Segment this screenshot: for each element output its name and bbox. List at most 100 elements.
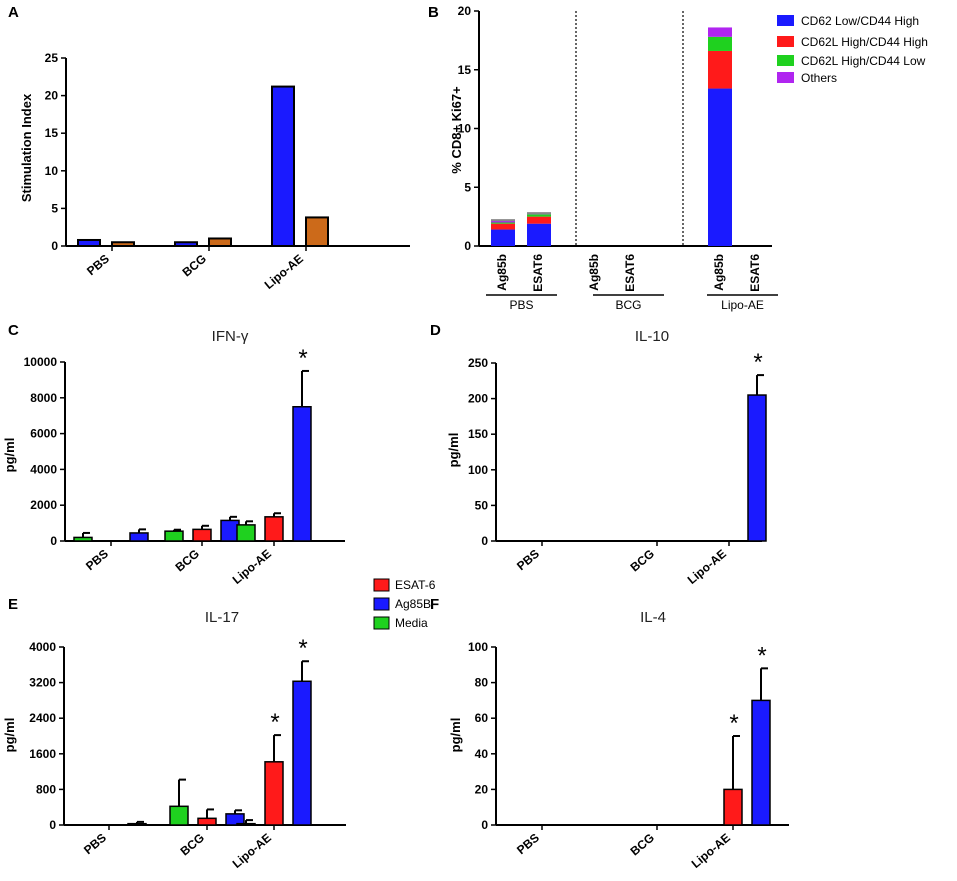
y-axis-label-c: pg/ml — [2, 438, 17, 473]
x-tick-label-b-5: ESAT6 — [748, 254, 762, 292]
x-tick-label-c-2: Lipo-AE — [230, 547, 274, 587]
y-tick-label-f-1: 20 — [475, 782, 489, 796]
legend-cyto-label-0: ESAT-6 — [395, 578, 436, 592]
y-tick-label-d-2: 100 — [468, 463, 488, 477]
panel-letter-c: C — [8, 322, 19, 339]
y-tick-label-a-2: 10 — [45, 164, 59, 178]
bar-b-0-3 — [491, 220, 515, 223]
panel-letter-a: A — [8, 4, 19, 21]
bar-d-lipo-ae-ag85b — [747, 394, 767, 542]
bar-b-1-1 — [527, 216, 551, 224]
y-axis-label-b: % CD8+ Ki67+ — [449, 86, 464, 174]
y-tick-label-a-0: 0 — [51, 239, 58, 253]
legend-b: CD62 Low/CD44 High CD62L High/CD44 High … — [777, 14, 928, 85]
bar-e-lipo-ae-ag85b — [292, 680, 312, 826]
y-axis-label-e: pg/ml — [2, 718, 17, 753]
group-label-b-2: Lipo-AE — [721, 298, 764, 312]
bar-a-lipo-ae-0 — [271, 85, 295, 247]
legend-b-swatch-0 — [777, 15, 794, 26]
group-label-b-1: BCG — [615, 298, 641, 312]
significance-f-1: * — [757, 642, 766, 669]
significance-e-0: * — [270, 709, 279, 736]
y-tick-label-c-4: 8000 — [30, 391, 57, 405]
legend-cyto-swatch-0 — [373, 578, 390, 592]
y-tick-label-e-4: 3200 — [29, 676, 56, 690]
bar-b-0-1 — [491, 223, 515, 230]
bar-e-lipo-ae-esat-6 — [264, 761, 284, 826]
y-tick-label-f-5: 100 — [468, 640, 488, 654]
panel-letter-f: F — [430, 596, 439, 613]
significance-d-0: * — [753, 349, 762, 376]
bar-f-lipo-ae-esat-6 — [723, 788, 743, 826]
bar-a-lipo-ae-1 — [305, 216, 329, 247]
bar-c-bcg-esat-6 — [192, 528, 212, 542]
chart-title-c: IFN-γ — [212, 328, 249, 345]
x-tick-label-b-3: ESAT6 — [623, 254, 637, 292]
group-label-b-0: PBS — [509, 298, 533, 312]
x-tick-label-f-0: PBS — [514, 831, 542, 858]
y-tick-label-f-0: 0 — [481, 818, 488, 832]
y-tick-label-c-3: 6000 — [30, 427, 57, 441]
y-tick-label-e-2: 1600 — [29, 747, 56, 761]
x-tick-label-f-2: Lipo-AE — [689, 831, 733, 871]
bar-b-1-2 — [527, 214, 551, 217]
y-tick-label-e-1: 800 — [36, 782, 56, 796]
y-tick-label-a-1: 5 — [51, 201, 58, 215]
y-tick-label-e-3: 2400 — [29, 711, 56, 725]
y-axis-label-a: Stimulation Index — [19, 93, 34, 202]
x-tick-label-f-1: BCG — [627, 831, 656, 859]
legend-cyto-label-1: Ag85B — [395, 597, 431, 611]
chart-title-e: IL-17 — [205, 609, 239, 626]
bar-f-lipo-ae-ag85b — [751, 699, 771, 826]
bar-b-1-0 — [527, 223, 551, 246]
legend-b-label-3: Others — [801, 71, 837, 85]
x-tick-label-c-1: BCG — [172, 547, 201, 575]
legend-b-label-1: CD62L High/CD44 High — [801, 35, 928, 49]
legend-b-swatch-2 — [777, 55, 794, 66]
bar-b-4-3 — [708, 27, 732, 37]
y-tick-label-c-5: 10000 — [24, 355, 58, 369]
y-tick-label-b-4: 20 — [458, 4, 472, 18]
bar-c-lipo-ae-media — [236, 524, 256, 542]
x-tick-label-d-2: Lipo-AE — [685, 547, 729, 587]
x-tick-label-e-0: PBS — [81, 831, 109, 858]
x-tick-label-c-0: PBS — [83, 547, 111, 574]
y-tick-label-e-5: 4000 — [29, 640, 56, 654]
legend-cyto-swatch-2 — [373, 616, 390, 630]
bar-a-bcg-1 — [208, 237, 232, 247]
legend-b-label-2: CD62L High/CD44 Low — [801, 54, 926, 68]
y-axis-label-f: pg/ml — [448, 718, 463, 753]
bar-b-0-0 — [491, 229, 515, 246]
x-tick-label-b-2: Ag85b — [587, 254, 601, 291]
bar-b-4-1 — [708, 50, 732, 89]
y-tick-label-f-2: 40 — [475, 747, 489, 761]
bar-b-4-0 — [708, 88, 732, 246]
y-tick-label-b-0: 0 — [464, 239, 471, 253]
y-tick-label-d-0: 0 — [481, 534, 488, 548]
bar-a-pbs-1 — [111, 241, 135, 248]
y-tick-label-d-4: 200 — [468, 392, 488, 406]
bar-c-pbs-media — [73, 536, 93, 542]
legend-cytokine: ESAT-6 Ag85B Media — [373, 578, 436, 630]
significance-f-0: * — [729, 710, 738, 737]
y-tick-label-d-1: 50 — [475, 498, 489, 512]
x-tick-label-b-4: Ag85b — [712, 254, 726, 291]
bar-c-lipo-ae-ag85b — [292, 406, 312, 542]
y-tick-label-f-4: 80 — [475, 676, 489, 690]
y-tick-label-d-5: 250 — [468, 356, 488, 370]
bar-a-pbs-0 — [77, 238, 101, 247]
y-tick-label-a-5: 25 — [45, 51, 59, 65]
legend-cyto-swatch-1 — [373, 597, 390, 611]
y-tick-label-b-1: 5 — [464, 180, 471, 194]
chart-layer: 0 5 10 15 20 25 PBS BCG Lipo-AE 0 5 10 15 20 Ag85b ESAT… — [24, 4, 789, 871]
y-tick-label-a-3: 15 — [45, 126, 59, 140]
bar-b-0-2 — [491, 222, 515, 224]
bar-c-bcg-media — [164, 530, 184, 542]
y-tick-label-c-2: 4000 — [30, 462, 57, 476]
bar-a-bcg-0 — [174, 241, 198, 248]
legend-cyto-label-2: Media — [395, 616, 428, 630]
panel-letter-e: E — [8, 596, 18, 613]
bar-e-lipo-ae-media — [236, 822, 256, 826]
bar-e-bcg-esat-6 — [197, 817, 217, 826]
x-tick-label-b-0: Ag85b — [495, 254, 509, 291]
